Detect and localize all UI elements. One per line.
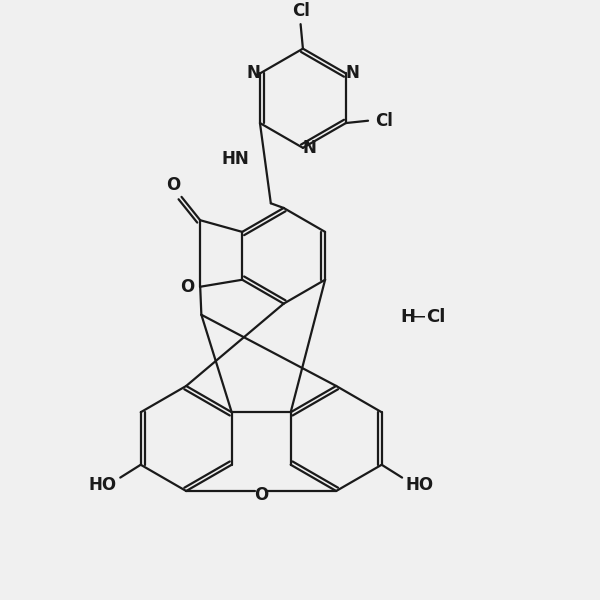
Text: O: O <box>180 278 194 296</box>
Text: ─: ─ <box>413 308 424 326</box>
Text: N: N <box>303 139 317 157</box>
Text: Cl: Cl <box>376 112 394 130</box>
Text: HN: HN <box>221 149 250 167</box>
Text: N: N <box>246 64 260 82</box>
Text: Cl: Cl <box>292 2 310 20</box>
Text: O: O <box>254 485 268 503</box>
Text: O: O <box>166 176 180 194</box>
Text: H: H <box>400 308 415 326</box>
Text: N: N <box>346 64 360 82</box>
Text: HO: HO <box>89 476 117 494</box>
Text: Cl: Cl <box>426 308 446 326</box>
Text: HO: HO <box>406 476 434 494</box>
